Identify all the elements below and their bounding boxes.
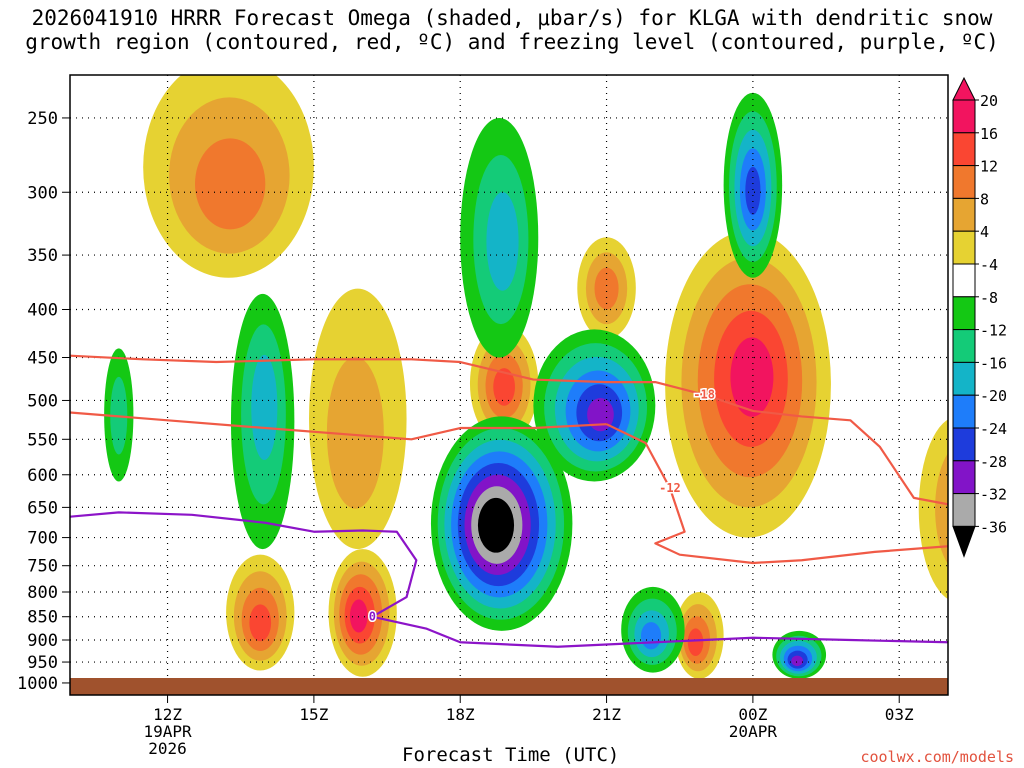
x-year-label-12Z: 2026 xyxy=(148,739,187,758)
contour-freezing-2 xyxy=(70,511,948,648)
colorbar-top-arrow xyxy=(952,76,976,101)
y-tick-label-450: 450 xyxy=(27,349,58,369)
omega-band-5-2 xyxy=(594,267,619,310)
omega-band-0-2 xyxy=(195,138,266,230)
omega-band-3-1 xyxy=(326,356,384,509)
colorbar-label-3: 8 xyxy=(980,190,989,208)
contour-label-1: -12 xyxy=(659,481,681,495)
y-tick-label-750: 750 xyxy=(27,557,58,577)
colorbar-label-4: 4 xyxy=(980,223,989,241)
colorbar-label-5: -4 xyxy=(980,256,998,274)
x-tick-label-18Z: 18Z xyxy=(446,705,475,724)
y-tick-label-600: 600 xyxy=(27,466,58,486)
y-tick-label-350: 350 xyxy=(27,246,58,266)
colorbar-cell-8 xyxy=(952,361,976,396)
colorbar-label-9: -20 xyxy=(980,387,1007,405)
colorbar-label-11: -28 xyxy=(980,453,1007,471)
colorbar-cell-0 xyxy=(952,99,976,134)
omega-band-10-5 xyxy=(587,397,614,432)
contour-dendritic-1 xyxy=(70,411,948,565)
x-tick-label-00Z: 00Z xyxy=(738,705,767,724)
x-tick-label-21Z: 21Z xyxy=(592,705,621,724)
omega-band-9-8 xyxy=(484,509,506,542)
omega-band-4-3 xyxy=(493,368,515,406)
x-tick-label-12Z: 12Z xyxy=(153,705,182,724)
contour-lines: -18 -12 0 xyxy=(70,354,948,648)
omega-band-6-4 xyxy=(730,337,774,417)
colorbar-cell-11 xyxy=(952,460,976,495)
colorbar-label-6: -8 xyxy=(980,289,998,307)
colorbar-label-12: -32 xyxy=(980,486,1007,504)
colorbar-label-1: 16 xyxy=(980,125,998,143)
contour-label-2: 0 xyxy=(369,610,376,624)
omega-band-12-4 xyxy=(745,166,761,215)
y-tick-label-550: 550 xyxy=(27,430,58,450)
omega-band-11-2 xyxy=(486,192,519,291)
colorbar-cell-6 xyxy=(952,296,976,331)
y-tick-label-850: 850 xyxy=(27,608,58,628)
omega-band-8-1 xyxy=(935,453,948,565)
omega-band-13-5 xyxy=(791,655,804,667)
title-line-2: growth region (contoured, red, ºC) and f… xyxy=(25,30,999,54)
contour-dendritic-0 xyxy=(70,354,948,506)
plot-frame xyxy=(69,74,949,696)
y-axis: 250 300 350 400 450 500 550 600 650 700 750 800 850 9… xyxy=(17,109,70,694)
y-tick-label-1000: 1000 xyxy=(17,674,58,694)
credit-link[interactable]: coolwx.com/models xyxy=(860,748,1014,766)
omega-band-15-2 xyxy=(251,354,278,460)
chart-title: 2026041910 HRRR Forecast Omega (shaded, … xyxy=(0,6,1024,54)
colorbar-cell-2 xyxy=(952,165,976,199)
colorbar-label-2: 12 xyxy=(980,158,998,176)
colorbar-cell-5 xyxy=(952,263,976,298)
y-tick-label-900: 900 xyxy=(27,631,58,651)
y-tick-label-650: 650 xyxy=(27,498,58,518)
x-date-label-00Z: 20APR xyxy=(729,722,778,741)
x-date-label-12Z: 19APR xyxy=(143,722,192,741)
colorbar-cell-1 xyxy=(952,132,976,167)
colorbar-label-8: -16 xyxy=(980,354,1007,372)
y-tick-label-950: 950 xyxy=(27,653,58,673)
title-line-1: 2026041910 HRRR Forecast Omega (shaded, … xyxy=(31,6,993,30)
omega-band-14-3 xyxy=(640,622,662,650)
colorbar-label-7: -12 xyxy=(980,322,1007,340)
colorbar-cell-3 xyxy=(952,197,976,232)
x-axis-label: Forecast Time (UTC) xyxy=(402,744,620,766)
y-tick-label-400: 400 xyxy=(27,301,58,321)
colorbar: 20 16 12 8 4 -4 -8 -12 -16 -20 -24 -28 -32 -36 xyxy=(952,76,1007,558)
colorbar-label-0: 20 xyxy=(980,92,998,110)
colorbar-label-13: -36 xyxy=(980,518,1007,536)
omega-band-7-3 xyxy=(687,628,704,657)
colorbar-label-10: -24 xyxy=(980,420,1007,438)
y-tick-label-300: 300 xyxy=(27,183,58,203)
y-tick-label-250: 250 xyxy=(27,109,58,129)
colorbar-cell-12 xyxy=(952,493,976,527)
omega-band-8-0 xyxy=(918,419,948,600)
colorbar-bottom-arrow xyxy=(952,525,976,558)
colorbar-cell-10 xyxy=(952,427,976,462)
y-tick-label-500: 500 xyxy=(27,391,58,411)
omega-band-1-3 xyxy=(249,604,272,642)
y-tick-label-700: 700 xyxy=(27,529,58,549)
contour-label-0: -18 xyxy=(693,388,715,402)
x-tick-label-03Z: 03Z xyxy=(885,705,914,724)
omega-band-2-4 xyxy=(349,599,368,633)
x-tick-label-15Z: 15Z xyxy=(299,705,328,724)
y-tick-label-800: 800 xyxy=(27,583,58,603)
colorbar-cell-7 xyxy=(952,329,976,363)
ground-strip xyxy=(70,678,948,695)
omega-shading xyxy=(104,75,948,679)
colorbar-cell-9 xyxy=(952,394,976,429)
colorbar-cell-4 xyxy=(952,230,976,265)
